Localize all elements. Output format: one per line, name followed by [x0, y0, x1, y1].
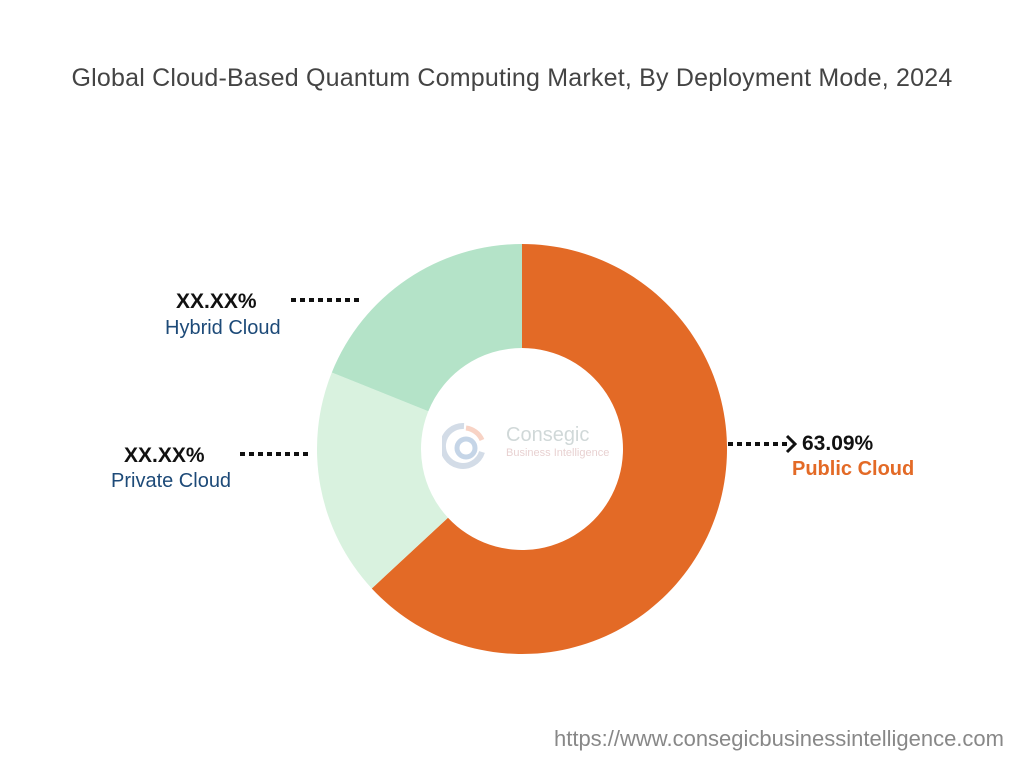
arrow-icon: [785, 434, 798, 454]
hybrid-cloud-leader: [291, 298, 361, 302]
private-cloud-leader: [240, 452, 310, 456]
watermark-line2: Business Intelligence: [506, 447, 610, 459]
footer-url[interactable]: https://www.consegicbusinessintelligence…: [553, 726, 1004, 751]
public-cloud-label: Public Cloud: [792, 458, 915, 480]
slice-public-cloud: [371, 244, 727, 655]
logo-icon: [442, 422, 485, 469]
hybrid-cloud-value: XX.XX%: [176, 290, 257, 313]
hybrid-cloud-label: Hybrid Cloud: [165, 317, 281, 339]
private-cloud-value: XX.XX%: [124, 444, 205, 467]
public-cloud-leader: [728, 442, 790, 446]
slice-private-cloud: [317, 372, 448, 589]
watermark-line1: Consegic: [506, 424, 590, 446]
private-cloud-label: Private Cloud: [111, 470, 232, 492]
chart-title: Global Cloud-Based Quantum Computing Mar…: [71, 64, 953, 92]
slice-hybrid-cloud: [331, 244, 522, 412]
public-cloud-value: 63.09%: [802, 432, 874, 455]
